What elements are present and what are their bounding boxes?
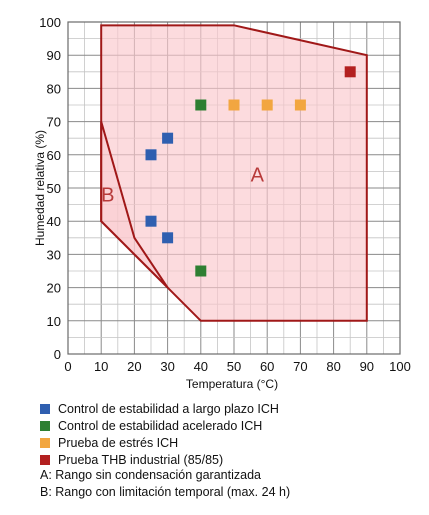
data-point-series-3 bbox=[294, 99, 306, 111]
x-tick-label: 70 bbox=[293, 359, 307, 374]
legend-label: Control de estabilidad a largo plazo ICH bbox=[58, 401, 279, 416]
data-point-series-2 bbox=[195, 265, 207, 277]
data-point-series-1 bbox=[145, 215, 157, 227]
x-tick-label: 90 bbox=[360, 359, 374, 374]
x-tick-label: 60 bbox=[260, 359, 274, 374]
data-point-series-4 bbox=[344, 66, 356, 78]
data-points bbox=[145, 66, 356, 277]
x-axis-title: Temperatura (°C) bbox=[186, 377, 278, 391]
y-axis-title: Humedad relativa (%) bbox=[33, 130, 47, 246]
data-point-series-2 bbox=[195, 99, 207, 111]
y-tick-label: 70 bbox=[47, 115, 61, 130]
note-region-b: B: Rango con limitación temporal (max. 2… bbox=[40, 485, 291, 499]
legend-item-long-term: Control de estabilidad a largo plazo ICH bbox=[40, 400, 420, 417]
y-tick-label: 20 bbox=[47, 281, 61, 296]
data-point-series-1 bbox=[145, 149, 157, 161]
data-point-series-3 bbox=[228, 99, 240, 111]
y-tick-label: 60 bbox=[47, 148, 61, 163]
region-b-label: B bbox=[101, 184, 114, 206]
y-tick-label: 40 bbox=[47, 214, 61, 229]
data-point-series-1 bbox=[162, 232, 174, 244]
y-tick-label: 100 bbox=[39, 15, 61, 30]
legend-label: Prueba de estrés ICH bbox=[58, 435, 179, 450]
x-tick-label: 80 bbox=[326, 359, 340, 374]
tick-labels: 0 10 20 30 40 50 60 70 80 90 100 0 10 20 30 40 50 60 70 80 9… bbox=[39, 15, 411, 374]
y-tick-label: 10 bbox=[47, 314, 61, 329]
regions: AB bbox=[100, 24, 368, 322]
y-tick-label: 90 bbox=[47, 48, 61, 63]
legend-label: Control de estabilidad acelerado ICH bbox=[58, 418, 263, 433]
region-a-label: A bbox=[251, 164, 265, 186]
x-tick-label: 50 bbox=[227, 359, 241, 374]
y-tick-label: 0 bbox=[54, 347, 61, 362]
legend-item-accelerated: Control de estabilidad acelerado ICH bbox=[40, 417, 420, 434]
x-tick-label: 30 bbox=[160, 359, 174, 374]
y-tick-label: 50 bbox=[47, 181, 61, 196]
x-tick-label: 40 bbox=[194, 359, 208, 374]
note-region-a: A: Rango sin condensación garantizada bbox=[40, 468, 261, 482]
legend-swatch-red bbox=[40, 454, 50, 465]
legend-swatch-green bbox=[40, 420, 50, 431]
y-tick-label: 80 bbox=[47, 81, 61, 96]
x-tick-label: 0 bbox=[64, 359, 71, 374]
region-a-polygon bbox=[100, 24, 368, 322]
legend: Control de estabilidad a largo plazo ICH… bbox=[40, 400, 420, 468]
legend-swatch-orange bbox=[40, 437, 50, 448]
legend-item-stress: Prueba de estrés ICH bbox=[40, 434, 420, 451]
x-tick-label: 100 bbox=[389, 359, 411, 374]
x-tick-label: 10 bbox=[94, 359, 108, 374]
x-tick-label: 20 bbox=[127, 359, 141, 374]
plot-frame bbox=[67, 21, 401, 355]
region-b-polygon bbox=[100, 121, 169, 289]
data-point-series-3 bbox=[261, 99, 273, 111]
legend-swatch-blue bbox=[40, 403, 50, 414]
y-tick-label: 30 bbox=[47, 247, 61, 262]
legend-item-thb: Prueba THB industrial (85/85) bbox=[40, 451, 420, 468]
data-point-series-1 bbox=[162, 132, 174, 144]
legend-label: Prueba THB industrial (85/85) bbox=[58, 452, 224, 467]
region-notes: A: Rango sin condensación garantizada B:… bbox=[40, 467, 420, 501]
